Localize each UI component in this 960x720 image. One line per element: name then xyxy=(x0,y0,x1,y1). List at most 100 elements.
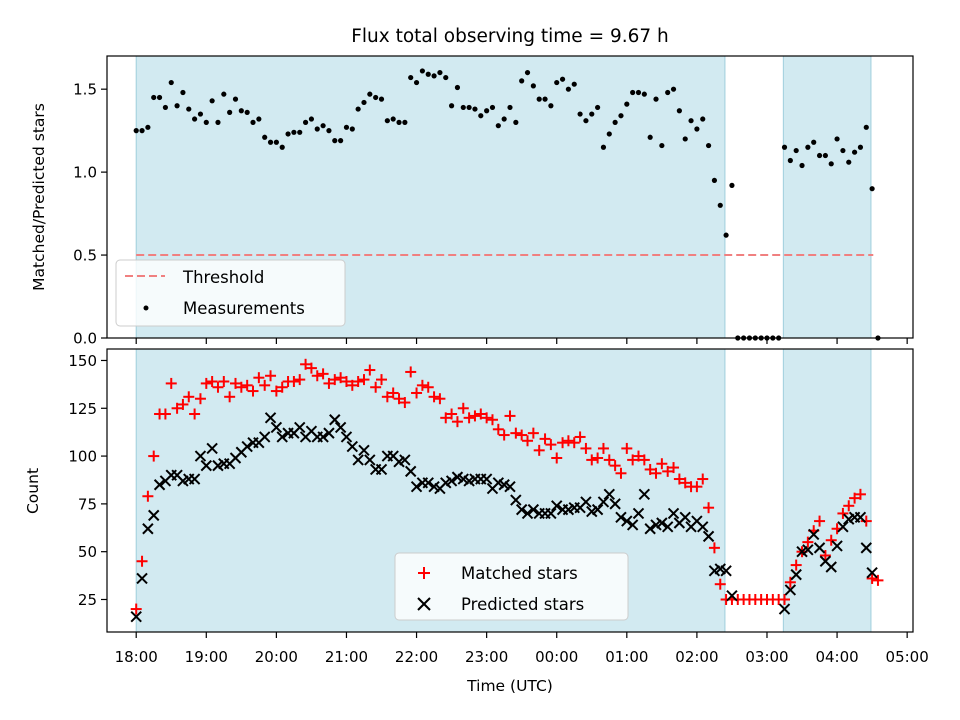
matched-point-47 xyxy=(405,366,417,378)
matched-point-19 xyxy=(241,379,253,391)
predicted-point-113 xyxy=(837,521,849,533)
measurement-point-102 xyxy=(729,182,735,188)
predicted-point-48 xyxy=(410,480,423,493)
measurement-point-69 xyxy=(536,96,542,102)
predicted-point-105 xyxy=(790,568,802,581)
matched-point-28 xyxy=(294,374,306,386)
matched-point-51 xyxy=(428,391,440,403)
predicted-point-35 xyxy=(334,421,347,434)
predicted-point-107 xyxy=(802,544,814,556)
measurement-point-118 xyxy=(822,152,828,159)
measurement-point-74 xyxy=(565,86,572,92)
matched-point-32 xyxy=(317,368,329,380)
matched-point-9 xyxy=(183,391,195,403)
matched-point-52 xyxy=(434,393,446,405)
predicted-point-42 xyxy=(375,463,388,476)
measurement-point-10 xyxy=(192,116,198,122)
predicted-point-79 xyxy=(591,503,604,516)
matched-point-39 xyxy=(358,374,370,386)
predicted-point-39 xyxy=(358,444,370,457)
top-panel: 0.0 0.5 1.0 1.5 Matched/Predicted stars Thr… xyxy=(30,55,914,348)
measurement-point-75 xyxy=(571,81,577,87)
predicted-point-84 xyxy=(621,515,633,527)
matched-point-36 xyxy=(340,376,352,388)
measurement-point-9 xyxy=(186,106,192,112)
measurement-point-86 xyxy=(635,89,642,96)
top-axes-frame xyxy=(106,55,914,339)
measurement-point-12 xyxy=(203,119,209,125)
measurement-point-79 xyxy=(595,104,601,111)
bottom-ytick-label-0: 25 xyxy=(78,591,97,609)
xtick-label-5: 23:00 xyxy=(465,648,508,666)
measurement-point-41 xyxy=(373,94,379,101)
measurement-point-89 xyxy=(653,96,659,102)
predicted-point-83 xyxy=(615,511,627,523)
predicted-point-80 xyxy=(597,496,610,508)
matched-point-111 xyxy=(779,593,791,605)
measurement-point-81 xyxy=(606,131,612,137)
measurement-point-6 xyxy=(168,79,174,86)
matched-point-33 xyxy=(323,377,335,389)
measurement-point-31 xyxy=(314,126,320,132)
predicted-point-98 xyxy=(702,530,715,543)
measurement-point-45 xyxy=(396,119,402,125)
matched-point-16 xyxy=(224,391,236,403)
matched-point-29 xyxy=(300,358,312,370)
measurement-point-4 xyxy=(156,94,163,101)
matched-point-23 xyxy=(265,370,277,382)
measurement-point-71 xyxy=(548,103,554,109)
top-ytick-label-0: 0.0 xyxy=(73,330,97,348)
chart-title: Flux total observing time = 9.67 h xyxy=(351,26,669,47)
matched-point-65 xyxy=(510,427,522,439)
matched-point-37 xyxy=(346,379,358,391)
measurement-point-101 xyxy=(723,232,729,238)
matched-point-13 xyxy=(206,376,218,388)
xtick-label-3: 21:00 xyxy=(325,648,368,666)
matched-point-113 xyxy=(790,559,802,571)
measurement-point-121 xyxy=(840,147,846,154)
measurement-point-97 xyxy=(700,116,706,122)
measurement-point-58 xyxy=(472,106,478,112)
matched-point-67 xyxy=(522,435,534,447)
matched-point-100 xyxy=(714,578,726,590)
matched-point-94 xyxy=(679,477,691,489)
top-legend-box xyxy=(115,259,346,327)
bottom-panel: 25 50 75 100 125 150 18:00 19:00 20:00 21:00 22:0… xyxy=(24,348,929,695)
measurement-point-54 xyxy=(448,103,455,109)
matched-point-25 xyxy=(276,381,288,393)
matched-point-5 xyxy=(159,408,171,420)
predicted-point-40 xyxy=(364,454,376,466)
matched-point-56 xyxy=(457,402,469,414)
measurement-point-123 xyxy=(851,149,858,155)
bottom-x-ticks: 18:00 19:00 20:00 21:00 22:00 23:00 00:00 01:00… xyxy=(115,632,929,666)
measurement-point-7 xyxy=(174,103,180,109)
matched-point-38 xyxy=(352,376,364,388)
predicted-point-116 xyxy=(854,511,867,523)
bottom-ytick-label-5: 150 xyxy=(68,352,97,370)
bottom-ytick-label-3: 100 xyxy=(68,448,97,466)
measurement-point-22 xyxy=(262,134,268,140)
top-ytick-label-2: 1.0 xyxy=(73,164,97,182)
measurement-point-47 xyxy=(408,74,414,81)
top-ytick-label-3: 1.5 xyxy=(73,81,97,99)
measurement-point-32 xyxy=(320,123,326,129)
matched-point-34 xyxy=(329,374,341,386)
xtick-label-0: 18:00 xyxy=(115,648,158,666)
measurement-point-124 xyxy=(857,144,864,150)
measurement-point-23 xyxy=(267,139,274,145)
predicted-point-67 xyxy=(521,507,534,520)
measurement-point-8 xyxy=(180,89,186,96)
measurement-point-114 xyxy=(799,162,805,169)
matched-point-43 xyxy=(381,391,393,403)
matched-point-124 xyxy=(854,488,866,500)
measurement-point-62 xyxy=(495,123,501,129)
matched-point-50 xyxy=(422,381,434,393)
predicted-point-86 xyxy=(632,507,645,520)
top-x-ticks xyxy=(135,338,908,344)
xtick-label-1: 19:00 xyxy=(185,648,228,666)
measurement-point-14 xyxy=(215,119,221,125)
top-measurements xyxy=(133,68,881,341)
predicted-point-103 xyxy=(778,603,791,615)
measurement-point-42 xyxy=(378,96,385,102)
matched-point-27 xyxy=(288,376,300,388)
